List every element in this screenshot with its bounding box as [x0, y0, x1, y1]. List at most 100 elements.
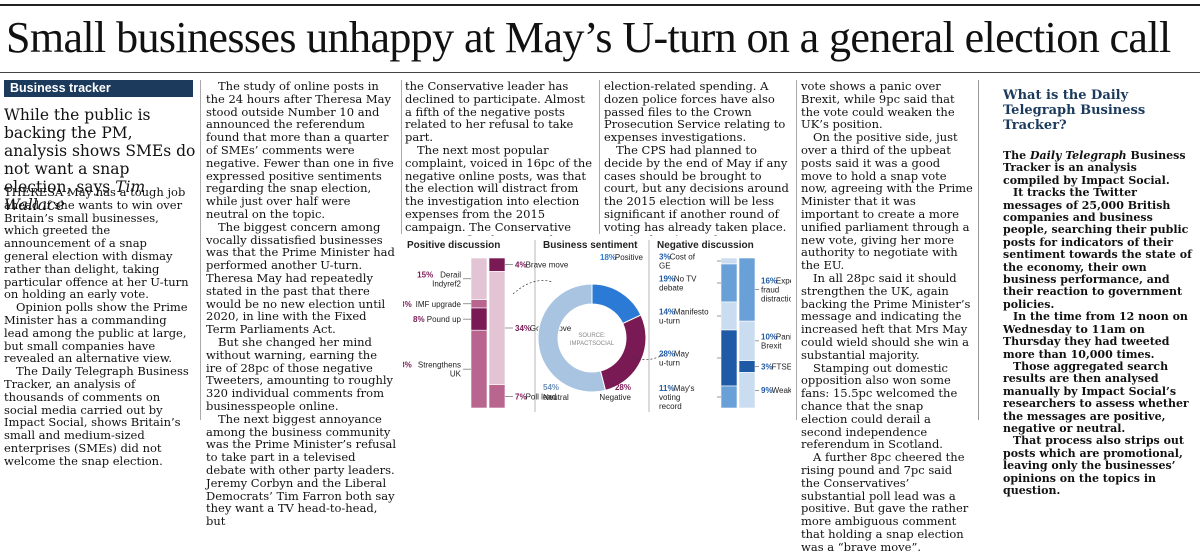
positive-bar-right-label: Brave move — [526, 261, 569, 270]
positive-bar-right-segment — [488, 384, 506, 409]
negative-bar-right-segment — [738, 372, 756, 409]
paragraph: On the positive side, just over a third … — [801, 130, 973, 273]
sidebar-paragraph: That process also strips out posts which… — [1003, 434, 1184, 497]
negative-bar-right-segment — [738, 320, 756, 361]
negative-bar-left-label: No TV — [674, 275, 697, 284]
positive-bar-left-pct: 8% — [413, 315, 425, 324]
article-column-1: THERESA May has a tough job ahead if she… — [4, 186, 194, 468]
donut-source: IMPACTSOCIAL — [570, 341, 615, 347]
donut-label: Neutral — [543, 393, 569, 402]
paragraph: The CPS had planned to decide by the end… — [604, 142, 789, 234]
negative-bar-left-pct: 28% — [659, 350, 675, 359]
paragraph: The Daily Telegraph Business Tracker, an… — [4, 364, 189, 468]
paragraph: In all 28pc said it should strengthen th… — [801, 270, 971, 362]
headline: Small businesses unhappy at May’s U-turn… — [6, 13, 1171, 62]
sidebar: What is the Daily Telegraph Business Tra… — [978, 80, 1197, 497]
paragraph: But she changed her mind without warning… — [206, 334, 394, 413]
section-label: Business tracker — [4, 80, 193, 97]
donut-label-pct: 18% — [600, 253, 616, 262]
sentiment-chart: Positive discussion Business sentiment Neg… — [396, 236, 819, 416]
byline: Tim Wallace — [4, 178, 146, 214]
sentiment-chart-title: Business sentiment — [543, 240, 638, 251]
negative-bar-left-label: u-turn — [659, 359, 680, 368]
article-column-5: vote shows a panic over Brexit, while 9p… — [801, 79, 973, 554]
negative-bar-left-label: u-turn — [659, 317, 680, 326]
column-divider — [599, 80, 600, 234]
sidebar-paragraph: It tracks the Twitter messages of 25,000… — [1003, 186, 1192, 311]
positive-bar-left-label: Strengthens — [418, 361, 461, 370]
positive-bar-right-label: Poll lead — [526, 392, 557, 401]
column-divider — [200, 80, 201, 420]
donut-label-pct: 28% — [615, 383, 631, 392]
negative-bar-left-label: May's — [674, 384, 695, 393]
negative-bar-right-pct: 9% — [761, 386, 773, 395]
positive-bar-right-segment — [488, 271, 506, 385]
positive-bar-left-segment — [470, 329, 488, 409]
standfirst-text: While the public is backing the PM, anal… — [4, 106, 196, 196]
negative-bar-left-segment — [720, 329, 738, 387]
negative-bar-left-segment — [720, 301, 738, 331]
positive-bar-left-pct: 28% — [403, 361, 412, 370]
positive-bar-left-segment — [470, 257, 488, 300]
donut-slice-neutral — [537, 283, 607, 393]
sidebar-intro: The Daily Telegraph Business Tracker is … — [1003, 149, 1186, 187]
paragraph: vote shows a panic over Brexit, while 9p… — [801, 79, 955, 132]
positive-bar-left-pct: 3% — [403, 300, 412, 309]
column-divider — [796, 80, 797, 420]
negative-bar-right-label: Brexit — [761, 341, 782, 350]
positive-bar-left-label: Indyref2 — [432, 279, 461, 288]
positive-bar-left-label: Pound up — [427, 315, 462, 324]
negative-bar-left-label: record — [659, 402, 682, 411]
negative-bar-left-label: voting — [659, 393, 680, 402]
negative-bar-right-label: distraction — [761, 295, 791, 304]
negative-bar-left-label: debate — [659, 284, 684, 293]
negative-bar-right-segment — [738, 360, 756, 373]
negative-bar-right-label: FTSE down — [772, 363, 791, 372]
negative-bar-left-pct: 19% — [659, 275, 675, 284]
sidebar-paragraph: In the time from 12 noon on Wednesday to… — [1003, 310, 1188, 361]
positive-bar-left-label: Derail — [440, 270, 461, 279]
donut-source: SOURCE: — [578, 333, 606, 339]
arrow-negative — [630, 353, 666, 360]
positive-bar-left-segment — [470, 307, 488, 331]
arrow-positive — [512, 280, 554, 295]
paragraph: THERESA May has a tough job ahead if she… — [4, 185, 189, 302]
paragraph: the Conservative leader has declined to … — [405, 79, 585, 145]
negative-bar-right-pct: 10% — [761, 332, 777, 341]
donut-label: Negative — [599, 393, 631, 402]
column-divider — [401, 80, 402, 234]
paragraph: The study of online posts in the 24 hour… — [206, 79, 394, 221]
positive-bar-right-pct: 4% — [515, 261, 527, 270]
donut-label-pct: 54% — [543, 383, 559, 392]
positive-bar-right-segment — [488, 257, 506, 272]
negative-bar-left-segment — [720, 257, 738, 265]
donut-label: Positive — [615, 253, 644, 262]
negative-bar-right-label: fraud — [761, 286, 779, 295]
paragraph: Opinion polls show the Prime Minister ha… — [4, 300, 188, 366]
negative-bar-left-label: Manifesto — [674, 308, 709, 317]
paragraph: Stamping out domestic opposition also wo… — [801, 360, 958, 452]
positive-bar-left-segment — [470, 299, 488, 309]
positive-bar-left-pct: 15% — [417, 270, 433, 279]
positive-chart-title: Positive discussion — [407, 240, 500, 251]
negative-bar-right-pct: 16% — [761, 277, 777, 286]
sidebar-body: The Daily Telegraph Business Tracker is … — [1003, 149, 1193, 497]
negative-bar-right-label: Panic over — [776, 332, 791, 341]
negative-bar-left-pct: 3% — [659, 253, 671, 262]
positive-bar-right-pct: 34% — [515, 324, 531, 333]
headline-rule — [0, 72, 1200, 73]
negative-bar-left-label: GE — [659, 262, 671, 271]
negative-bar-left-segment — [720, 263, 738, 303]
sidebar-title: What is the Daily Telegraph Business Tra… — [1003, 88, 1146, 133]
sentiment-chart-svg: Positive discussion Business sentiment Neg… — [396, 236, 819, 416]
paragraph: election-related spending. A dozen polic… — [604, 79, 786, 145]
top-rule — [0, 4, 1200, 6]
positive-bar-left-label: UK — [450, 370, 462, 379]
paragraph: The next biggest annoyance among the bus… — [206, 411, 397, 529]
paragraph: The biggest concern among vocally dissat… — [206, 219, 395, 337]
article-column-2: The study of online posts in the 24 hour… — [206, 80, 396, 528]
sidebar-paragraph: Those aggregated search results are then… — [1003, 359, 1189, 435]
negative-bar-left-segment — [720, 385, 738, 409]
positive-bar-left-label: IMF upgrade — [416, 300, 462, 309]
negative-bar-left-label: Cost of — [670, 253, 696, 262]
